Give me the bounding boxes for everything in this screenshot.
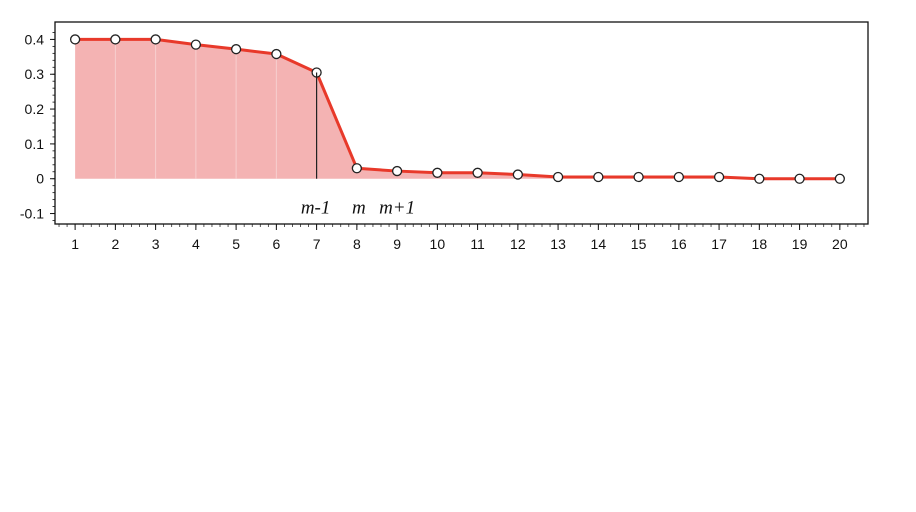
data-point [794,173,805,184]
area-chart: 0.40.30.20.10-0.11 2 3 4 5 6 7 8 9 10 11 12 13 14 15 16… [20,21,869,252]
x-tick-label: 11 [470,236,485,252]
data-point [633,171,644,183]
data-point [713,171,725,183]
annotation-label: m+1 [379,198,415,219]
x-tick-label: 18 [752,236,768,252]
x-tick-label: 5 [232,236,240,252]
data-point [512,169,523,180]
series-line-group [75,37,840,181]
x-tick-label: 10 [430,236,446,252]
x-tick-label: 7 [313,236,321,252]
x-tick-label: 8 [353,236,361,252]
area-fill [75,39,840,179]
x-tick-label: 16 [671,236,687,252]
x-tick-label: 12 [510,236,526,252]
annotations-group: m-1 m m+1 [301,72,415,219]
data-point [190,39,202,50]
data-point [271,48,282,60]
x-tick-label: 13 [550,236,566,252]
data-point [754,173,765,184]
x-tick-label: 6 [272,236,280,252]
annotation-label: m [352,198,366,219]
data-point [150,34,161,45]
data-point [69,34,81,45]
chart-container: 0.4 0.3 0.2 0.1 0 -0.1 1 2 3 4 5 6 7 8 9 10 11 12 13 14 15 16… [20,21,869,252]
x-tick-label: 15 [631,236,647,252]
data-point [834,173,845,184]
data-point [230,44,242,55]
y-tick-label: 0.3 [25,66,45,82]
area-fill-group [75,39,840,179]
y-tick-label: 0.2 [25,101,45,117]
y-tick-label: -0.1 [20,206,44,222]
x-tick-label: 4 [192,236,200,252]
x-tick-label: 20 [832,236,848,252]
y-tick-label: 0 [36,171,44,187]
y-tick-label: 0.4 [25,31,45,47]
data-point [351,163,363,174]
x-tick-label: 9 [393,236,401,252]
data-point [432,167,443,178]
series-line [75,37,840,181]
x-tick-label: 14 [591,236,607,252]
data-point [391,165,403,177]
y-tick-label: 0.1 [25,136,45,152]
annotation-label: m-1 [301,198,331,219]
data-point [673,171,684,183]
x-tick-label: 2 [111,236,119,252]
x-tick-label: 17 [711,236,727,252]
data-point [552,171,564,183]
data-point [593,171,604,183]
data-point [110,34,121,45]
axes: 0.40.30.20.10-0.11 2 3 4 5 6 7 8 9 10 11 12 13 14 15 16… [20,21,869,252]
data-point [472,167,483,178]
markers-group [69,34,845,184]
x-tick-label: 1 [71,236,79,252]
x-tick-label: 19 [792,236,808,252]
x-tick-label: 3 [152,236,160,252]
